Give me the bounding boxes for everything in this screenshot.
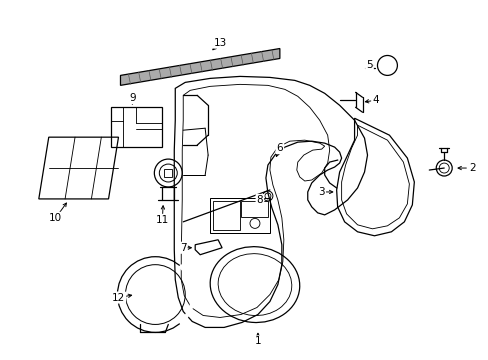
Text: 9: 9	[129, 93, 136, 103]
Text: 10: 10	[49, 213, 62, 223]
Text: 8: 8	[256, 195, 263, 205]
Bar	[213, 201, 240, 230]
Text: 13: 13	[213, 37, 226, 48]
Text: 5: 5	[366, 60, 372, 71]
Text: 2: 2	[468, 163, 475, 173]
Bar	[110, 107, 162, 147]
Text: 1: 1	[254, 336, 261, 346]
Text: 6: 6	[276, 143, 283, 153]
Bar	[164, 169, 172, 177]
Text: 7: 7	[180, 243, 186, 253]
Text: 12: 12	[112, 293, 125, 302]
Bar	[210, 198, 269, 233]
Bar	[241, 201, 267, 217]
Text: 11: 11	[155, 215, 168, 225]
Text: 4: 4	[371, 95, 378, 105]
Polygon shape	[120, 49, 279, 85]
Text: 3: 3	[318, 187, 325, 197]
